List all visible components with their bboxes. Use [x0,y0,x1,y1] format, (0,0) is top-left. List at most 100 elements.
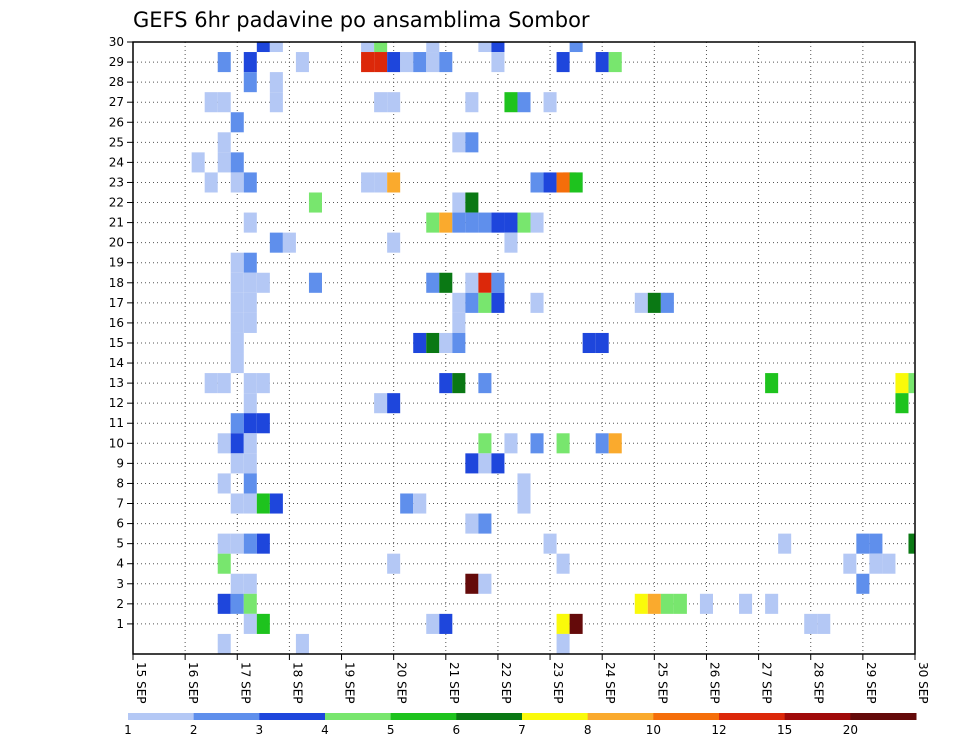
heatmap-cell [699,593,713,614]
colorbar-swatch [390,713,457,720]
colorbar-label: 6 [453,723,461,737]
heatmap-cell [243,393,257,414]
heatmap-cell [595,433,609,454]
heatmap-cell [452,132,466,153]
heatmap-cell [256,413,270,434]
heatmap-cell [230,312,244,333]
heatmap-cell [230,413,244,434]
heatmap-cell [856,533,870,554]
heatmap-cell [217,533,231,554]
y-tick-label: 10 [109,436,124,450]
heatmap-cell [569,172,583,193]
y-tick-label: 25 [109,135,124,149]
heatmap-cell [256,493,270,514]
heatmap-cell [673,593,687,614]
heatmap-cell [556,52,570,73]
heatmap-cell [465,132,479,153]
heatmap-cell [243,413,257,434]
heatmap-cell [530,212,544,233]
x-tick-label: 29 SEP [864,662,878,704]
colorbar-swatch [193,713,260,720]
heatmap-cell [243,593,257,614]
heatmap-cell [595,332,609,354]
heatmap-cell [217,373,231,394]
colorbar-label: 15 [777,723,792,737]
heatmap-cell [243,72,257,93]
y-tick-label: 3 [116,577,124,591]
heatmap-cell [908,373,915,394]
heatmap-cell [217,593,231,614]
heatmap-cell [217,633,231,654]
heatmap-cell [895,373,909,394]
heatmap-cell [256,533,270,554]
heatmap-cell [361,42,375,53]
y-tick-label: 27 [109,95,124,109]
heatmap-cell [361,52,375,73]
heatmap-cell [543,92,557,113]
heatmap-cell [269,92,283,113]
y-tick-label: 21 [109,216,124,230]
x-tick-label: 21 SEP [447,662,461,704]
y-tick-label: 14 [109,356,124,370]
heatmap-cell [243,613,257,634]
heatmap-cell [387,393,401,414]
heatmap-cell [465,292,479,313]
heatmap-cell [387,232,401,253]
heatmap-cell [217,52,231,73]
heatmap-cell [191,152,205,173]
x-tick-label: 23 SEP [551,662,565,704]
heatmap-cell [426,613,440,634]
y-tick-label: 5 [116,537,124,551]
colorbar-label: 20 [843,723,858,737]
x-tick-label: 28 SEP [812,662,826,704]
heatmap-cell [478,42,492,53]
heatmap-cell [230,593,244,614]
x-tick-label: 25 SEP [655,662,669,704]
heatmap-cell [556,613,570,634]
y-tick-label: 15 [109,336,124,350]
heatmap-cell [491,272,505,293]
y-tick-label: 18 [109,276,124,290]
heatmap-cell [634,292,648,313]
heatmap-cell [465,192,479,213]
colorbar-swatch [128,713,195,720]
heatmap-cell [439,373,453,394]
y-tick-label: 2 [116,597,124,611]
heatmap-cell [230,433,244,454]
heatmap-cell [400,493,414,514]
colorbar-label: 7 [518,723,526,737]
heatmap-cell [243,473,257,494]
heatmap-cell [282,232,296,253]
grid-lines [133,41,915,654]
heatmap-cell [230,332,244,354]
heatmap-cell [882,553,896,574]
heatmap-cell [230,292,244,313]
heatmap-cell [256,613,270,634]
heatmap-cell [426,212,440,233]
heatmap-cell [230,493,244,514]
y-tick-label: 6 [116,517,124,531]
colorbar-swatch [784,713,851,720]
heatmap-cell [765,373,779,394]
heatmap-cell [217,433,231,454]
x-tick-label: 20 SEP [395,662,409,704]
heatmap-cell [465,573,479,594]
heatmap-cell [243,292,257,313]
heatmap-cell [413,52,427,73]
heatmap-cell [269,42,283,53]
heatmap-cell [204,373,218,394]
heatmap-cell [660,593,674,614]
heatmap-cell [439,52,453,73]
heatmap-cell [543,533,557,554]
heatmap-cell [569,613,583,634]
colorbar-swatch [719,713,786,720]
colorbar-swatch [522,713,589,720]
heatmap-cell [491,292,505,313]
heatmap-cell [478,373,492,394]
y-tick-label: 9 [116,456,124,470]
heatmap-cell [504,232,518,253]
x-tick-label: 15 SEP [134,662,148,704]
colorbar-swatch [850,713,917,720]
colorbar-label: 1 [124,723,132,737]
y-tick-label: 22 [109,196,124,210]
